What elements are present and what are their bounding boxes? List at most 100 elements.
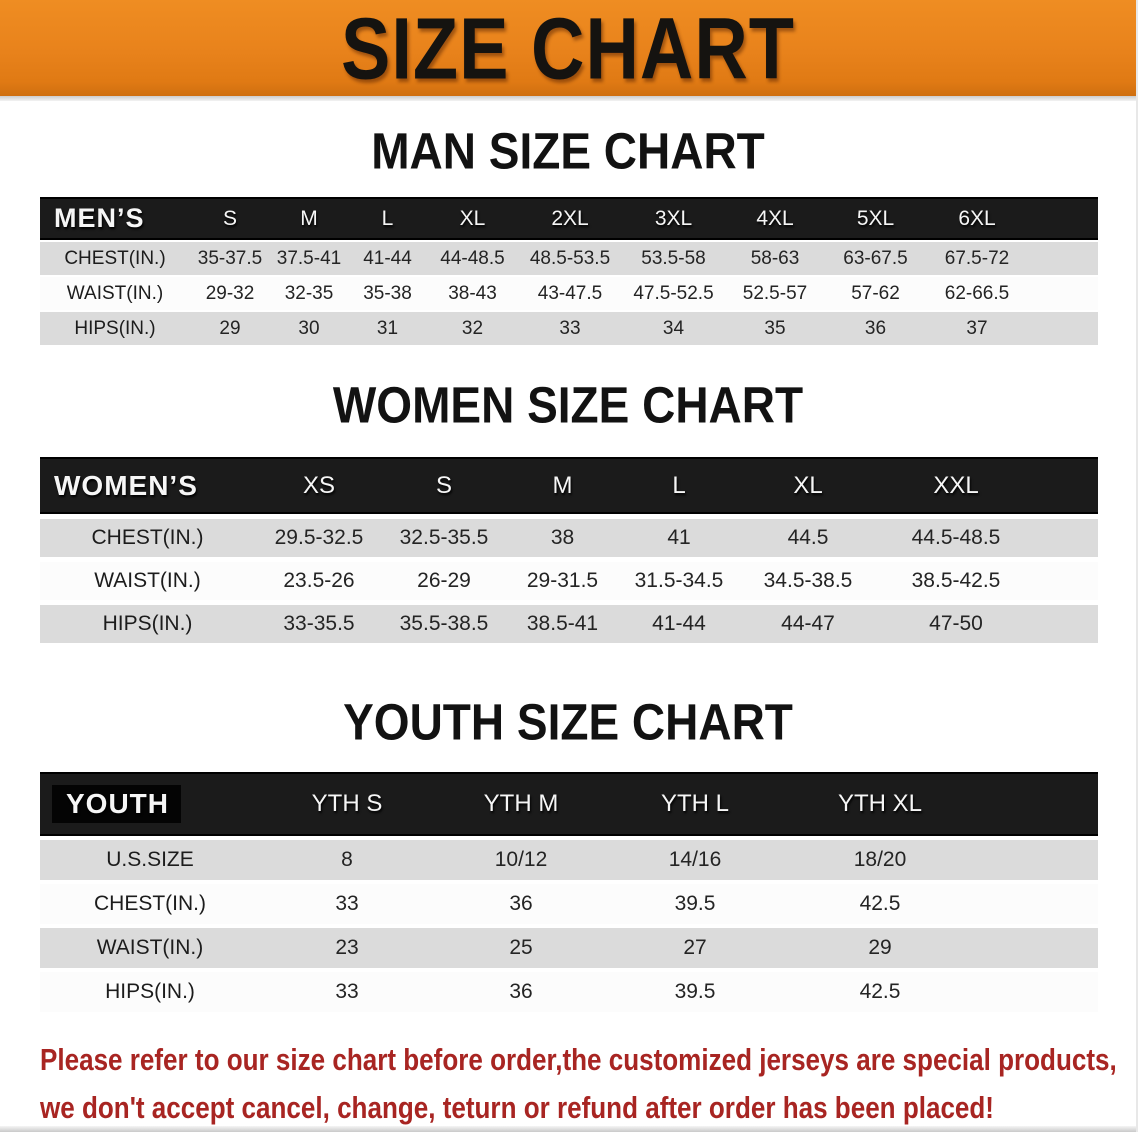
cell: 34.5-38.5 [738,562,878,600]
men-header-label: MEN’S [40,197,190,240]
cell-spacer [978,928,1098,968]
cell: 32.5-35.5 [383,519,505,557]
cell-spacer [978,972,1098,1012]
cell-spacer [978,884,1098,924]
cell: 23.5-26 [255,562,383,600]
cell: 26-29 [383,562,505,600]
youth-chest-row: CHEST(IN.) 33 36 39.5 42.5 [40,884,1098,924]
cell: 44.5-48.5 [878,519,1034,557]
row-label: CHEST(IN.) [40,884,260,924]
cell: 29 [190,312,270,345]
women-size-table: WOMEN’S XS S M L XL XXL CHEST(IN.) 29.5-… [40,452,1098,648]
men-size-col: 2XL [518,197,622,240]
cell: 38-43 [427,277,518,310]
men-size-col: XL [427,197,518,240]
women-header-row: WOMEN’S XS S M L XL XXL [40,457,1098,514]
cell: 31.5-34.5 [620,562,738,600]
cell: 62-66.5 [926,277,1028,310]
youth-header-row: YOUTH YTH S YTH M YTH L YTH XL [40,772,1098,836]
cell: 36 [434,884,608,924]
cell: 14/16 [608,840,782,880]
cell: 32 [427,312,518,345]
youth-size-table: YOUTH YTH S YTH M YTH L YTH XL U.S.SIZE … [40,768,1098,1016]
cell: 36 [825,312,926,345]
cell: 39.5 [608,972,782,1012]
row-label: HIPS(IN.) [40,312,190,345]
cell-spacer [1028,312,1098,345]
banner-title: SIZE CHART [341,0,795,97]
cell: 33 [260,972,434,1012]
cell: 42.5 [782,972,978,1012]
cell: 58-63 [725,242,825,275]
cell: 39.5 [608,884,782,924]
youth-header-label: YOUTH [40,772,260,836]
row-label: HIPS(IN.) [40,605,255,643]
cell: 47.5-52.5 [622,277,725,310]
women-size-col: XL [738,457,878,514]
cell: 41 [620,519,738,557]
bottom-edge [0,1126,1136,1132]
cell: 29.5-32.5 [255,519,383,557]
women-header-spacer [1034,457,1098,514]
cell: 32-35 [270,277,348,310]
row-label: WAIST(IN.) [40,928,260,968]
cell: 37 [926,312,1028,345]
men-hips-row: HIPS(IN.) 29 30 31 32 33 34 35 36 37 [40,312,1098,345]
cell: 43-47.5 [518,277,622,310]
women-section-title: WOMEN SIZE CHART [332,376,804,434]
men-size-col: M [270,197,348,240]
row-label: WAIST(IN.) [40,562,255,600]
cell: 30 [270,312,348,345]
banner-bottom-edge [0,96,1136,101]
cell: 33 [518,312,622,345]
cell: 38 [505,519,620,557]
men-size-col: 6XL [926,197,1028,240]
women-size-col: XXL [878,457,1034,514]
cell: 36 [434,972,608,1012]
cell: 47-50 [878,605,1034,643]
men-size-col: 4XL [725,197,825,240]
row-label: U.S.SIZE [40,840,260,880]
cell: 29-31.5 [505,562,620,600]
cell-spacer [1028,277,1098,310]
cell: 33-35.5 [255,605,383,643]
cell: 27 [608,928,782,968]
women-chest-row: CHEST(IN.) 29.5-32.5 32.5-35.5 38 41 44.… [40,519,1098,557]
men-chest-row: CHEST(IN.) 35-37.5 37.5-41 41-44 44-48.5… [40,242,1098,275]
banner: SIZE CHART [0,0,1136,97]
women-waist-row: WAIST(IN.) 23.5-26 26-29 29-31.5 31.5-34… [40,562,1098,600]
cell-spacer [1034,519,1098,557]
row-label: HIPS(IN.) [40,972,260,1012]
cell: 38.5-41 [505,605,620,643]
cell-spacer [1034,562,1098,600]
men-size-col: 5XL [825,197,926,240]
cell: 67.5-72 [926,242,1028,275]
cell: 35-37.5 [190,242,270,275]
row-label: WAIST(IN.) [40,277,190,310]
men-header-row: MEN’S S M L XL 2XL 3XL 4XL 5XL 6XL [40,197,1098,240]
men-waist-row: WAIST(IN.) 29-32 32-35 35-38 38-43 43-47… [40,277,1098,310]
cell-spacer [1034,605,1098,643]
cell: 57-62 [825,277,926,310]
cell: 33 [260,884,434,924]
cell: 31 [348,312,427,345]
cell: 10/12 [434,840,608,880]
disclaimer-line-1: Please refer to our size chart before or… [40,1042,1117,1077]
cell: 35-38 [348,277,427,310]
cell: 29-32 [190,277,270,310]
row-label: CHEST(IN.) [40,519,255,557]
disclaimer-line-2: we don't accept cancel, change, teturn o… [40,1090,994,1125]
youth-size-col: YTH L [608,772,782,836]
cell: 44-47 [738,605,878,643]
cell: 44.5 [738,519,878,557]
cell: 41-44 [348,242,427,275]
men-size-col: S [190,197,270,240]
men-header-spacer [1028,197,1098,240]
cell: 34 [622,312,725,345]
cell: 38.5-42.5 [878,562,1034,600]
women-size-col: XS [255,457,383,514]
cell: 48.5-53.5 [518,242,622,275]
cell: 35.5-38.5 [383,605,505,643]
cell: 37.5-41 [270,242,348,275]
